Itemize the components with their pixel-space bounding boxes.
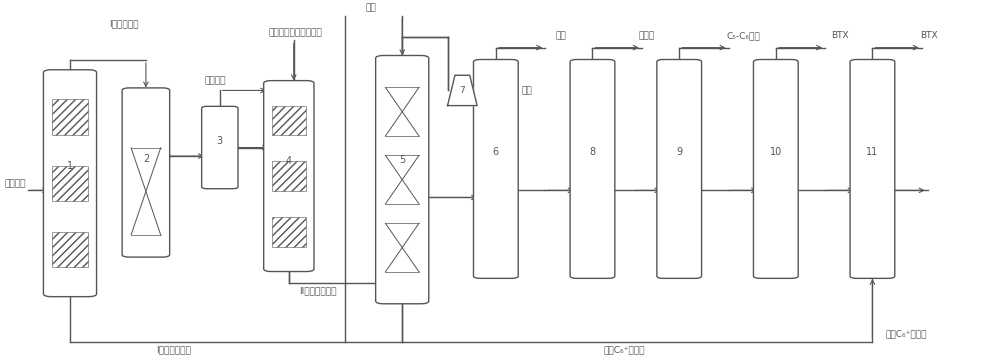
Polygon shape <box>448 75 477 106</box>
Bar <box>272 217 306 246</box>
Text: 1: 1 <box>67 160 73 171</box>
FancyBboxPatch shape <box>202 106 238 189</box>
Text: BTX: BTX <box>831 32 849 41</box>
Text: 10: 10 <box>770 147 782 157</box>
Text: C₅-C₆非芳: C₅-C₆非芳 <box>726 32 760 41</box>
Text: 9: 9 <box>676 147 682 157</box>
Text: 干气: 干气 <box>556 32 566 41</box>
Text: 11: 11 <box>866 147 879 157</box>
FancyBboxPatch shape <box>376 56 429 304</box>
Text: 6: 6 <box>493 147 499 157</box>
FancyBboxPatch shape <box>264 81 314 272</box>
Text: I段烴练组分: I段烴练组分 <box>109 20 139 29</box>
Text: I段重芳烴组分: I段重芳烴组分 <box>156 346 191 355</box>
FancyBboxPatch shape <box>43 70 97 297</box>
Text: 外输C₆⁺重芳烴: 外输C₆⁺重芳烴 <box>885 329 927 338</box>
Text: 循环C₆⁺重芳烴: 循环C₆⁺重芳烴 <box>603 346 645 355</box>
FancyBboxPatch shape <box>570 60 615 278</box>
FancyBboxPatch shape <box>850 60 895 278</box>
FancyBboxPatch shape <box>122 88 170 257</box>
Text: 2: 2 <box>143 154 149 164</box>
Text: II段重芳烴组分: II段重芳烴组分 <box>299 287 336 296</box>
Bar <box>52 99 88 135</box>
Text: 液化气: 液化气 <box>639 32 655 41</box>
FancyBboxPatch shape <box>473 60 518 278</box>
Text: 5: 5 <box>399 155 405 165</box>
Text: 加氢柴油: 加氢柴油 <box>4 179 26 188</box>
Bar <box>52 166 88 201</box>
Text: 4: 4 <box>286 156 292 166</box>
Text: 8: 8 <box>589 147 596 157</box>
Bar <box>52 232 88 267</box>
Text: 氢气: 氢气 <box>521 86 532 95</box>
Text: BTX: BTX <box>920 32 937 41</box>
Bar <box>272 161 306 191</box>
FancyBboxPatch shape <box>753 60 798 278</box>
Text: 7: 7 <box>459 86 465 95</box>
Bar <box>272 106 306 135</box>
Text: 高十六烷柴油颗和组分: 高十六烷柴油颗和组分 <box>269 28 323 37</box>
FancyBboxPatch shape <box>657 60 702 278</box>
Text: 3: 3 <box>217 136 223 146</box>
Text: 氢气: 氢气 <box>365 3 376 12</box>
Text: 富氢干气: 富氢干气 <box>204 76 226 85</box>
